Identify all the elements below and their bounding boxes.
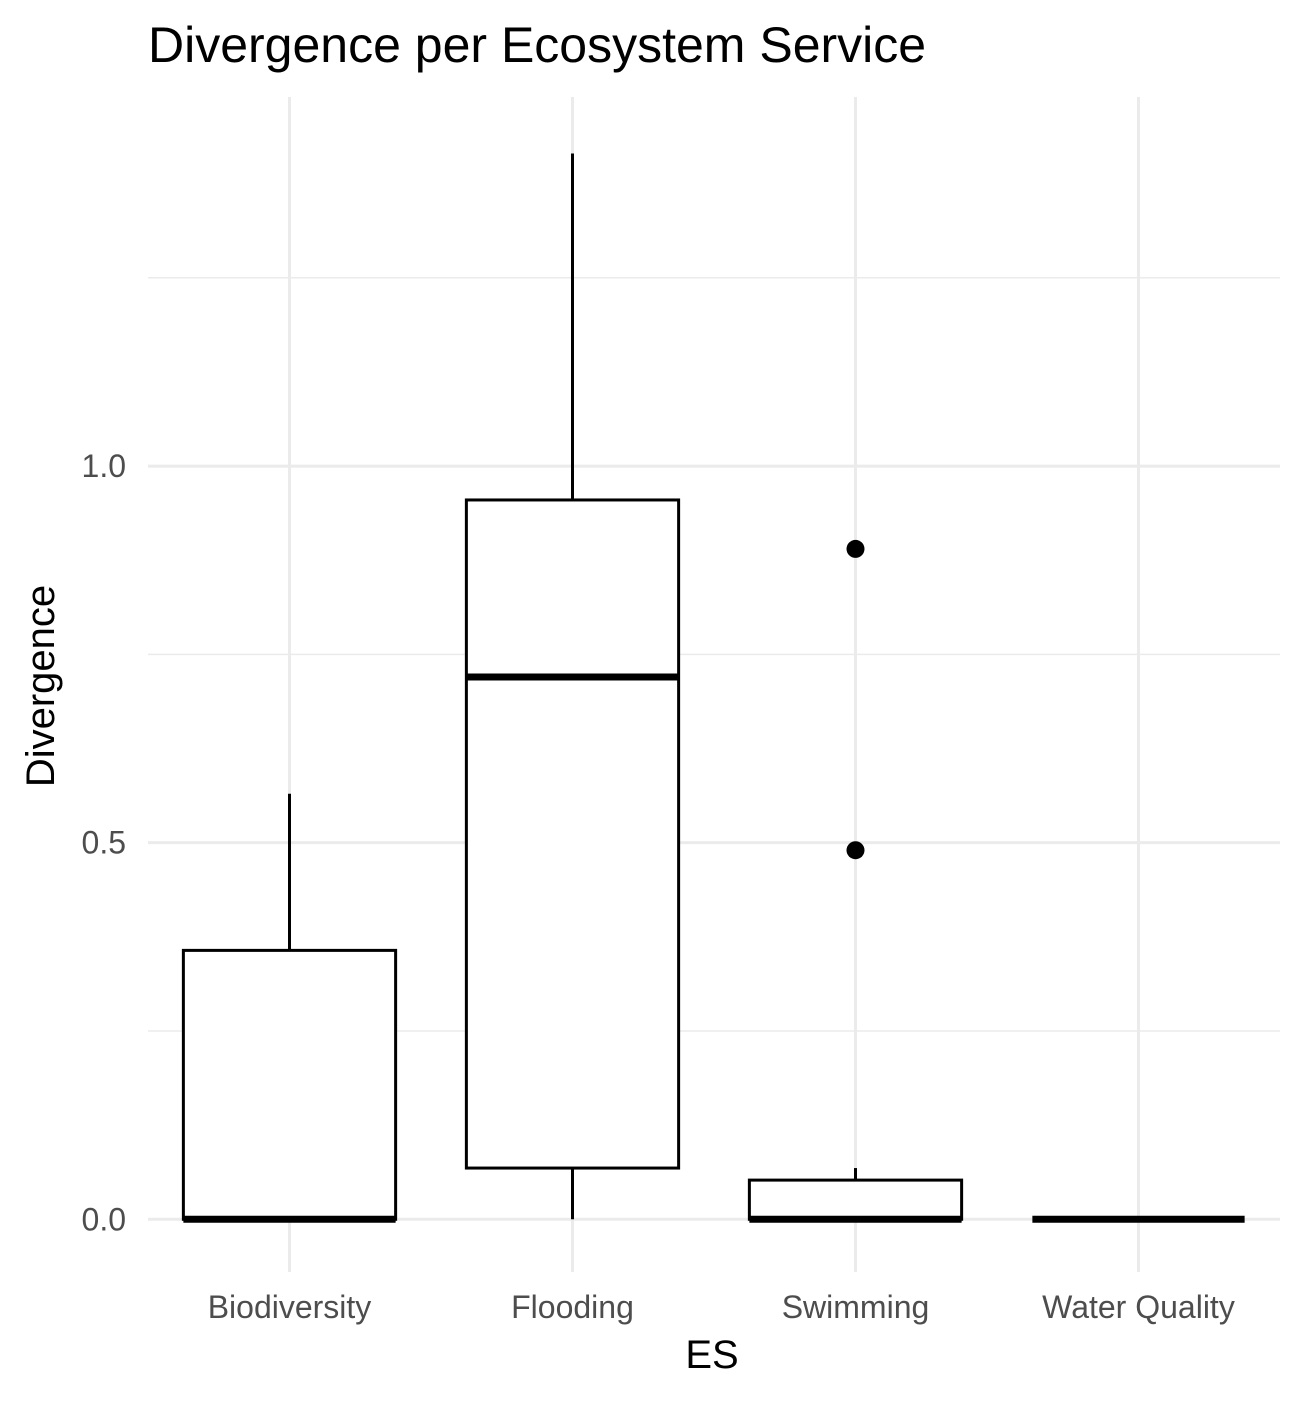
x-tick-label: Water Quality <box>1042 1289 1235 1325</box>
x-axis-title: ES <box>685 1333 738 1377</box>
box-iqr <box>464 498 681 1170</box>
x-tick-label: Swimming <box>782 1289 930 1325</box>
chart-title: Divergence per Ecosystem Service <box>148 17 926 73</box>
y-axis-title: Divergence <box>19 585 63 787</box>
box-flooding <box>464 153 681 1220</box>
outlier-point <box>846 539 865 558</box>
y-tick-label: 1.0 <box>82 448 126 484</box>
x-tick-label: Biodiversity <box>208 1289 372 1325</box>
y-tick-label: 0.0 <box>82 1201 126 1237</box>
x-axis-ticks: Biodiversity Flooding Swimming Water Qualit… <box>208 1289 1235 1325</box>
y-tick-label: 0.5 <box>82 825 126 861</box>
y-axis-ticks: 0.0 0.5 1.0 <box>82 448 126 1237</box>
box-swimming <box>747 539 964 1223</box>
x-tick-label: Flooding <box>511 1289 634 1325</box>
box-iqr <box>747 1178 964 1221</box>
box-biodiversity <box>181 793 398 1223</box>
outlier-point <box>846 841 865 860</box>
boxes <box>181 153 1245 1223</box>
box-iqr <box>181 948 398 1221</box>
